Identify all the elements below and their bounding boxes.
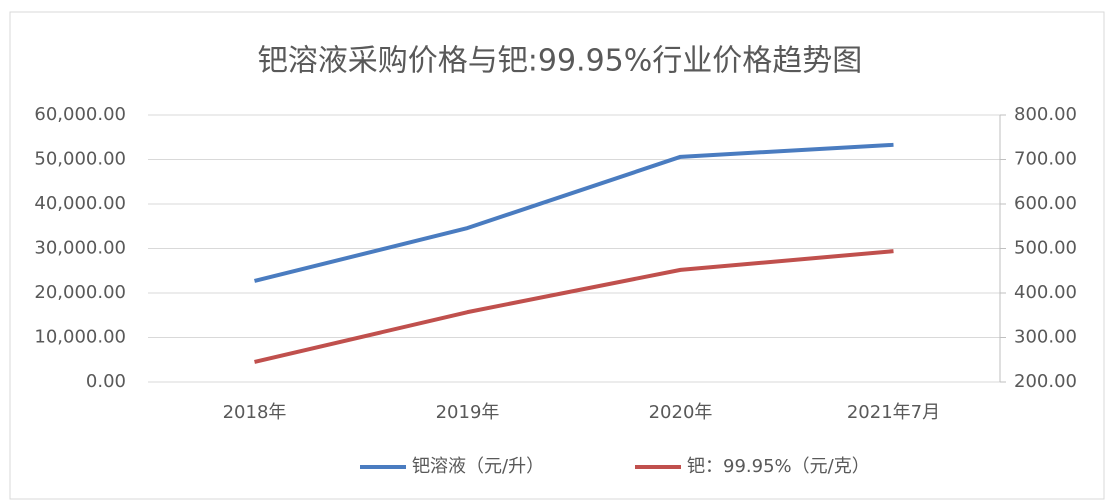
y-tick-label: 50,000.00 [34, 149, 126, 170]
y2-tick-label: 700.00 [1014, 149, 1077, 170]
series-line [254, 249, 894, 364]
series-line [254, 142, 894, 283]
y2-tick-label: 800.00 [1014, 104, 1077, 125]
legend-label: 钯溶液（元/升） [412, 456, 544, 477]
y2-tick-label: 600.00 [1014, 193, 1077, 214]
y2-tick-label: 500.00 [1014, 238, 1077, 259]
y-tick-label: 10,000.00 [34, 327, 126, 348]
y2-tick-label: 400.00 [1014, 282, 1077, 303]
y-tick-label: 40,000.00 [34, 193, 126, 214]
y2-tick-label: 200.00 [1014, 371, 1077, 392]
y-tick-label: 30,000.00 [34, 238, 126, 259]
y2-tick-label: 300.00 [1014, 327, 1077, 348]
chart-frame [9, 11, 1105, 500]
x-tick-label: 2018年 [223, 402, 287, 423]
y-tick-label: 20,000.00 [34, 282, 126, 303]
x-tick-label: 2021年7月 [847, 402, 940, 423]
y-tick-label: 60,000.00 [34, 104, 126, 125]
y-tick-label: 0.00 [86, 371, 126, 392]
legend-label: 钯：99.95%（元/克） [687, 456, 870, 477]
x-tick-label: 2020年 [649, 402, 713, 423]
chart-title: 钯溶液采购价格与钯:99.95%行业价格趋势图 [258, 44, 863, 79]
x-tick-label: 2019年 [436, 402, 500, 423]
